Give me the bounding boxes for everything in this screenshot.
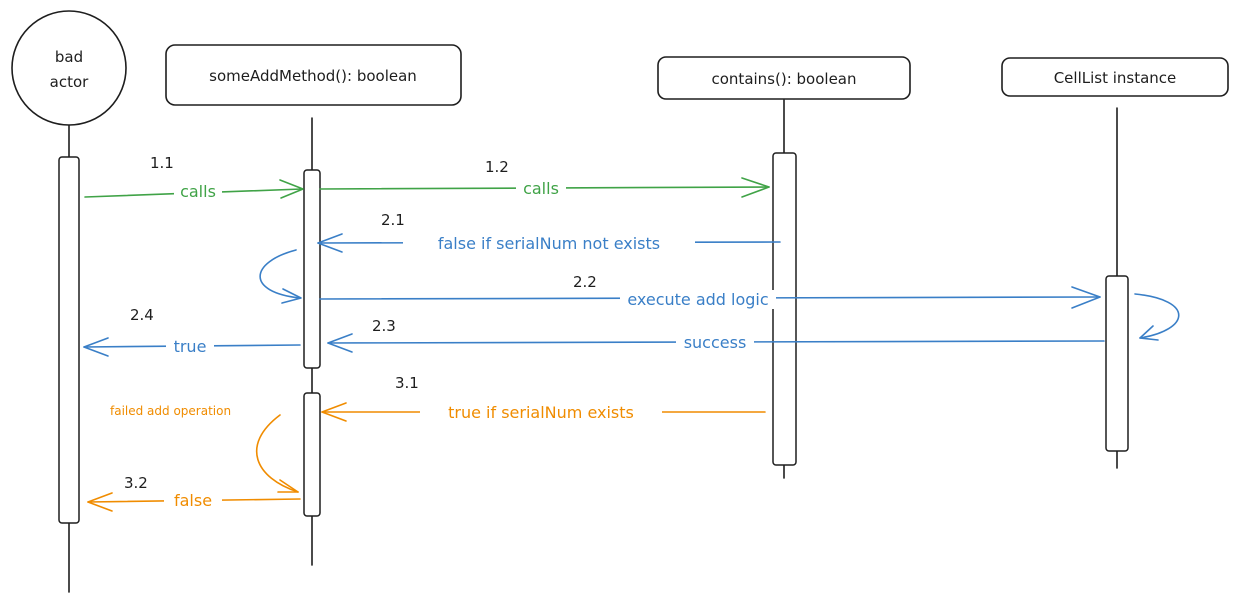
message-2-1: 2.1 false if serialNum not exists: [317, 211, 781, 253]
participant-bad-actor-line1: bad: [55, 48, 83, 66]
message-3-2-label: false: [174, 491, 212, 510]
message-1-2-label: calls: [523, 179, 559, 198]
message-2-2-number: 2.2: [573, 273, 597, 291]
participant-contains: contains(): boolean: [657, 56, 911, 100]
activation-add-method-2: [303, 392, 321, 517]
message-1-1: 1.1 calls: [84, 154, 304, 201]
message-3-1-number: 3.1: [395, 374, 419, 392]
message-2-2: 2.2 execute add logic: [319, 273, 1101, 309]
participant-bad-actor: bad actor: [11, 10, 127, 126]
message-3-1: 3.1 true if serialNum exists: [321, 374, 766, 422]
participant-celllist-label: CellList instance: [1054, 69, 1177, 87]
message-3-1-label: true if serialNum exists: [448, 403, 634, 422]
message-1-1-label: calls: [180, 182, 216, 201]
message-3-2: 3.2 false: [87, 474, 301, 512]
activation-bad-actor: [58, 156, 80, 524]
participant-add-method-label: someAddMethod(): boolean: [209, 67, 417, 85]
participant-celllist: CellList instance: [1001, 57, 1229, 97]
message-2-4-label: true: [174, 337, 207, 356]
participant-add-method: someAddMethod(): boolean: [165, 44, 462, 106]
message-2-3-label: success: [684, 333, 747, 352]
participant-contains-label: contains(): boolean: [712, 70, 857, 88]
note-failed-add-label: failed add operation: [110, 404, 231, 418]
message-1-2-number: 1.2: [485, 158, 509, 176]
message-2-1-number: 2.1: [381, 211, 405, 229]
self-message-celllist: [1134, 293, 1180, 341]
message-1-2: 1.2 calls: [319, 158, 770, 198]
message-3-2-number: 3.2: [124, 474, 148, 492]
participant-bad-actor-line2: actor: [50, 73, 89, 91]
activation-celllist: [1105, 275, 1129, 452]
message-2-2-label: execute add logic: [627, 290, 768, 309]
message-2-3-number: 2.3: [372, 317, 396, 335]
note-failed-add: failed add operation: [110, 404, 299, 493]
activation-add-method-1: [303, 169, 321, 369]
message-2-4-number: 2.4: [130, 306, 154, 324]
activation-contains: [772, 152, 797, 466]
message-1-1-number: 1.1: [150, 154, 174, 172]
message-2-1-label: false if serialNum not exists: [438, 234, 660, 253]
self-message-add-method: [259, 249, 302, 304]
message-2-3: 2.3 success: [327, 317, 1105, 353]
message-2-4: 2.4 true: [83, 306, 301, 357]
